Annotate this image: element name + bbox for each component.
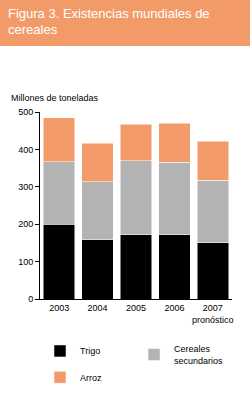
html-text:Figura 3. Existencias mundiale: Figura 3. Existencias mundiales de cerea… [8, 6, 210, 37]
svg-text:2007pronóstico: 2007pronóstico [192, 303, 234, 325]
svg-text:Millones de toneladas: Millones de toneladas [11, 93, 99, 103]
svg-text:2005: 2005 [126, 303, 146, 313]
svg-text:300: 300 [18, 182, 33, 192]
svg-text:100: 100 [18, 257, 33, 267]
svg-text:0: 0 [28, 294, 33, 304]
svg-text:2004: 2004 [88, 303, 108, 313]
svg-text:2006: 2006 [164, 303, 184, 313]
svg-text:Cerealessecundarios: Cerealessecundarios [174, 344, 223, 366]
svg-text:2003: 2003 [49, 303, 69, 313]
svg-text:400: 400 [18, 145, 33, 155]
svg-text:Trigo: Trigo [80, 346, 100, 356]
svg-text:500: 500 [18, 107, 33, 117]
svg-text:200: 200 [18, 219, 33, 229]
svg-text:Arroz: Arroz [80, 373, 102, 383]
